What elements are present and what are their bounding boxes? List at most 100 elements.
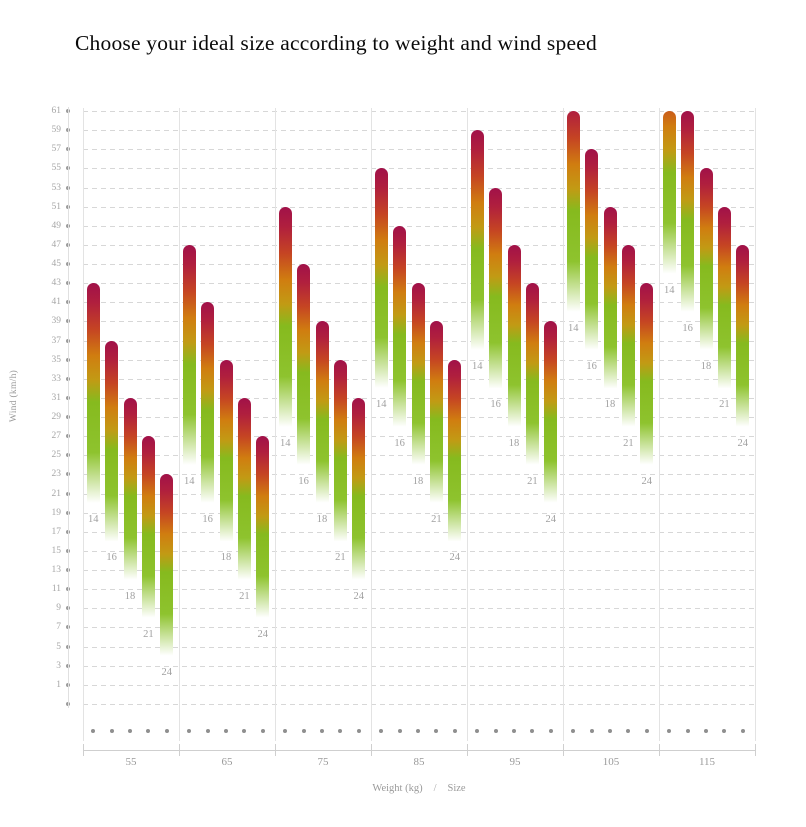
bar-85-14[interactable] — [374, 168, 388, 389]
bar-size-label-85-14: 14 — [375, 399, 387, 411]
gridline-15 — [83, 550, 755, 552]
bar-size-label-75-14: 14 — [279, 437, 291, 449]
bar-65-16[interactable] — [201, 302, 215, 504]
y-tick-label-27: 27 — [51, 431, 62, 442]
y-tick-label-3: 3 — [56, 660, 61, 671]
y-tick-label-7: 7 — [56, 622, 61, 633]
bar-55-18[interactable] — [123, 397, 137, 580]
base-dot — [548, 729, 553, 733]
bar-85-18[interactable] — [411, 283, 425, 465]
bar-75-24[interactable] — [352, 397, 366, 580]
bar-75-18[interactable] — [315, 321, 329, 504]
bar-95-18[interactable] — [507, 244, 521, 427]
group-separator — [371, 108, 372, 741]
y-tick-label-9: 9 — [56, 603, 61, 614]
y-tick-label-43: 43 — [51, 278, 62, 289]
x-axis-tick — [467, 744, 468, 756]
bar-105-16[interactable] — [585, 149, 599, 351]
gridline-19 — [83, 512, 755, 514]
gridline-61 — [83, 111, 755, 112]
bar-65-21[interactable] — [237, 397, 251, 580]
x-group-label-105: 105 — [602, 756, 620, 768]
bar-85-21[interactable] — [429, 321, 443, 504]
bar-size-label-95-21: 21 — [527, 475, 538, 487]
group-separator — [467, 108, 468, 741]
gridline-13 — [83, 570, 755, 572]
bar-95-14[interactable] — [470, 130, 484, 351]
bar-95-21[interactable] — [525, 283, 539, 465]
bar-95-24[interactable] — [544, 321, 558, 504]
base-dot — [626, 729, 631, 733]
bar-size-label-105-16: 16 — [586, 361, 597, 373]
gridline-51 — [83, 206, 755, 208]
bar-115-24[interactable] — [736, 244, 750, 427]
bar-75-16[interactable] — [297, 264, 311, 465]
bar-55-21[interactable] — [141, 436, 155, 618]
y-tick-label-11: 11 — [51, 584, 61, 595]
bar-105-14[interactable] — [566, 111, 580, 312]
base-dot — [589, 729, 594, 733]
y-tick-label-57: 57 — [51, 144, 62, 155]
y-tick-label-51: 51 — [51, 201, 62, 212]
bar-115-18[interactable] — [699, 168, 713, 351]
x-axis-tick — [83, 744, 84, 756]
base-dot — [685, 729, 690, 733]
bar-85-24[interactable] — [448, 359, 462, 542]
base-dot — [379, 729, 384, 733]
chart-title: Choose your ideal size according to weig… — [75, 31, 597, 55]
gridline-23 — [83, 474, 755, 476]
y-tick-label-15: 15 — [51, 545, 62, 556]
bar-65-18[interactable] — [219, 359, 233, 542]
x-axis-tick — [179, 744, 180, 756]
bar-105-24[interactable] — [640, 283, 654, 465]
y-tick-label-37: 37 — [51, 335, 62, 346]
x-axis-tick — [563, 744, 564, 756]
group-separator — [755, 108, 756, 741]
bar-55-14[interactable] — [86, 283, 100, 504]
y-tick-label-33: 33 — [51, 373, 62, 384]
gridline-57 — [83, 149, 755, 151]
y-tick-label-35: 35 — [51, 354, 62, 365]
y-tick-label-19: 19 — [51, 507, 62, 518]
x-axis-title-size: Size — [447, 783, 466, 794]
bar-65-14[interactable] — [182, 244, 196, 465]
bar-85-16[interactable] — [393, 225, 407, 427]
bar-115-16[interactable] — [681, 111, 695, 312]
bar-size-label-115-16: 16 — [682, 322, 693, 334]
bar-size-label-105-21: 21 — [623, 437, 634, 449]
bar-115-21[interactable] — [717, 206, 731, 389]
group-separator — [179, 108, 180, 741]
bar-size-label-105-18: 18 — [604, 399, 616, 411]
base-dot — [722, 729, 727, 733]
base-dot — [146, 729, 151, 733]
bar-95-16[interactable] — [489, 187, 503, 389]
gridline-9 — [83, 608, 755, 610]
base-dot — [187, 729, 192, 733]
base-dot — [475, 729, 480, 733]
bar-size-label-75-16: 16 — [298, 475, 309, 487]
bar-size-label-85-18: 18 — [412, 475, 424, 487]
bar-115-14[interactable] — [662, 111, 676, 274]
bar-55-24[interactable] — [160, 474, 174, 657]
x-axis-tick — [755, 744, 756, 756]
group-separator — [563, 108, 564, 741]
bar-size-label-115-21: 21 — [719, 399, 730, 411]
base-dot — [740, 729, 745, 733]
gridline-49 — [83, 225, 755, 227]
gridline-59 — [83, 130, 755, 132]
bar-105-18[interactable] — [603, 206, 617, 389]
group-separator — [659, 108, 660, 741]
bar-75-21[interactable] — [333, 359, 347, 542]
group-separator — [83, 108, 84, 741]
y-axis-title: Wind (km/h) — [9, 369, 19, 423]
bar-105-21[interactable] — [621, 244, 635, 427]
bar-55-16[interactable] — [105, 340, 119, 542]
bar-size-label-55-18: 18 — [124, 590, 136, 602]
bar-75-14[interactable] — [278, 206, 292, 427]
gridline-base — [83, 703, 755, 705]
bar-size-label-85-21: 21 — [431, 514, 442, 526]
bar-65-24[interactable] — [256, 436, 270, 618]
bar-size-label-65-18: 18 — [220, 552, 232, 564]
x-axis-title-weight: Weight (kg) — [372, 783, 423, 794]
base-dot — [260, 729, 265, 733]
